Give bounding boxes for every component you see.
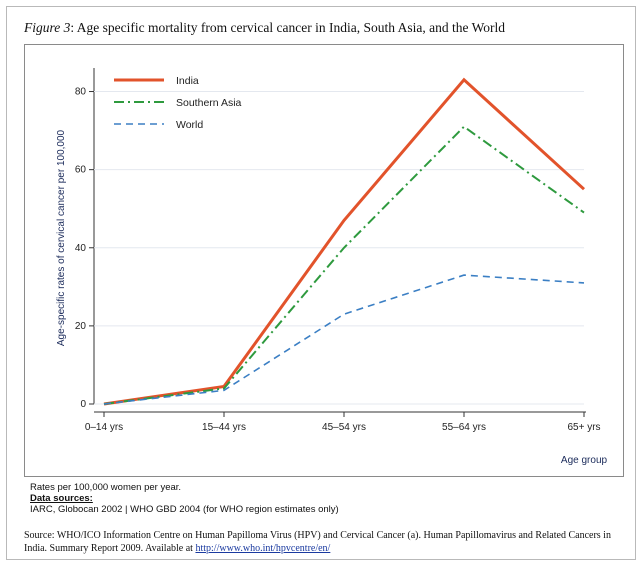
data-sources-text: IARC, Globocan 2002 | WHO GBD 2004 (for …: [30, 504, 339, 515]
figure-title-text: : Age specific mortality from cervical c…: [70, 20, 506, 35]
x-tick-label: 65+ yrs: [567, 422, 600, 433]
data-sources-heading: Data sources:: [30, 493, 93, 504]
plot-area: [24, 44, 624, 477]
x-tick-label: 45–54 yrs: [322, 422, 366, 433]
source-text: Source: WHO/ICO Information Centre on Hu…: [24, 530, 611, 554]
source-link[interactable]: http://www.who.int/hpvcentre/en/: [195, 542, 331, 554]
x-tick-label: 15–44 yrs: [202, 422, 246, 433]
chart-notes: Rates per 100,000 women per year. Data s…: [30, 482, 339, 515]
y-tick-label: 20: [75, 321, 87, 332]
rates-note: Rates per 100,000 women per year.: [30, 482, 182, 493]
x-tick-label: 55–64 yrs: [442, 422, 486, 433]
y-tick-label: 60: [75, 165, 87, 176]
series-line-world: [103, 274, 585, 405]
legend-label: Southern Asia: [176, 97, 242, 109]
x-axis-title: Age group: [561, 455, 608, 466]
y-axis-title: Age-specific rates of cervical cancer pe…: [56, 129, 67, 346]
figure-title: Figure 3: Age specific mortality from ce…: [24, 20, 505, 36]
line-chart: 0 20 40 60 80 0–14 yrs 15–44 yrs 45–54 yrs 55–64…: [56, 68, 608, 466]
y-tick-label: 0: [80, 399, 86, 410]
legend-label: World: [176, 119, 203, 131]
source-citation: Source: WHO/ICO Information Centre on Hu…: [24, 530, 624, 555]
series-line-southern-asia: [103, 125, 585, 405]
figure-label: Figure 3: [24, 20, 71, 35]
y-tick-label: 40: [75, 243, 87, 254]
legend-label: India: [176, 75, 199, 87]
x-tick-label: 0–14 yrs: [85, 422, 123, 433]
y-tick-label: 80: [75, 87, 87, 98]
